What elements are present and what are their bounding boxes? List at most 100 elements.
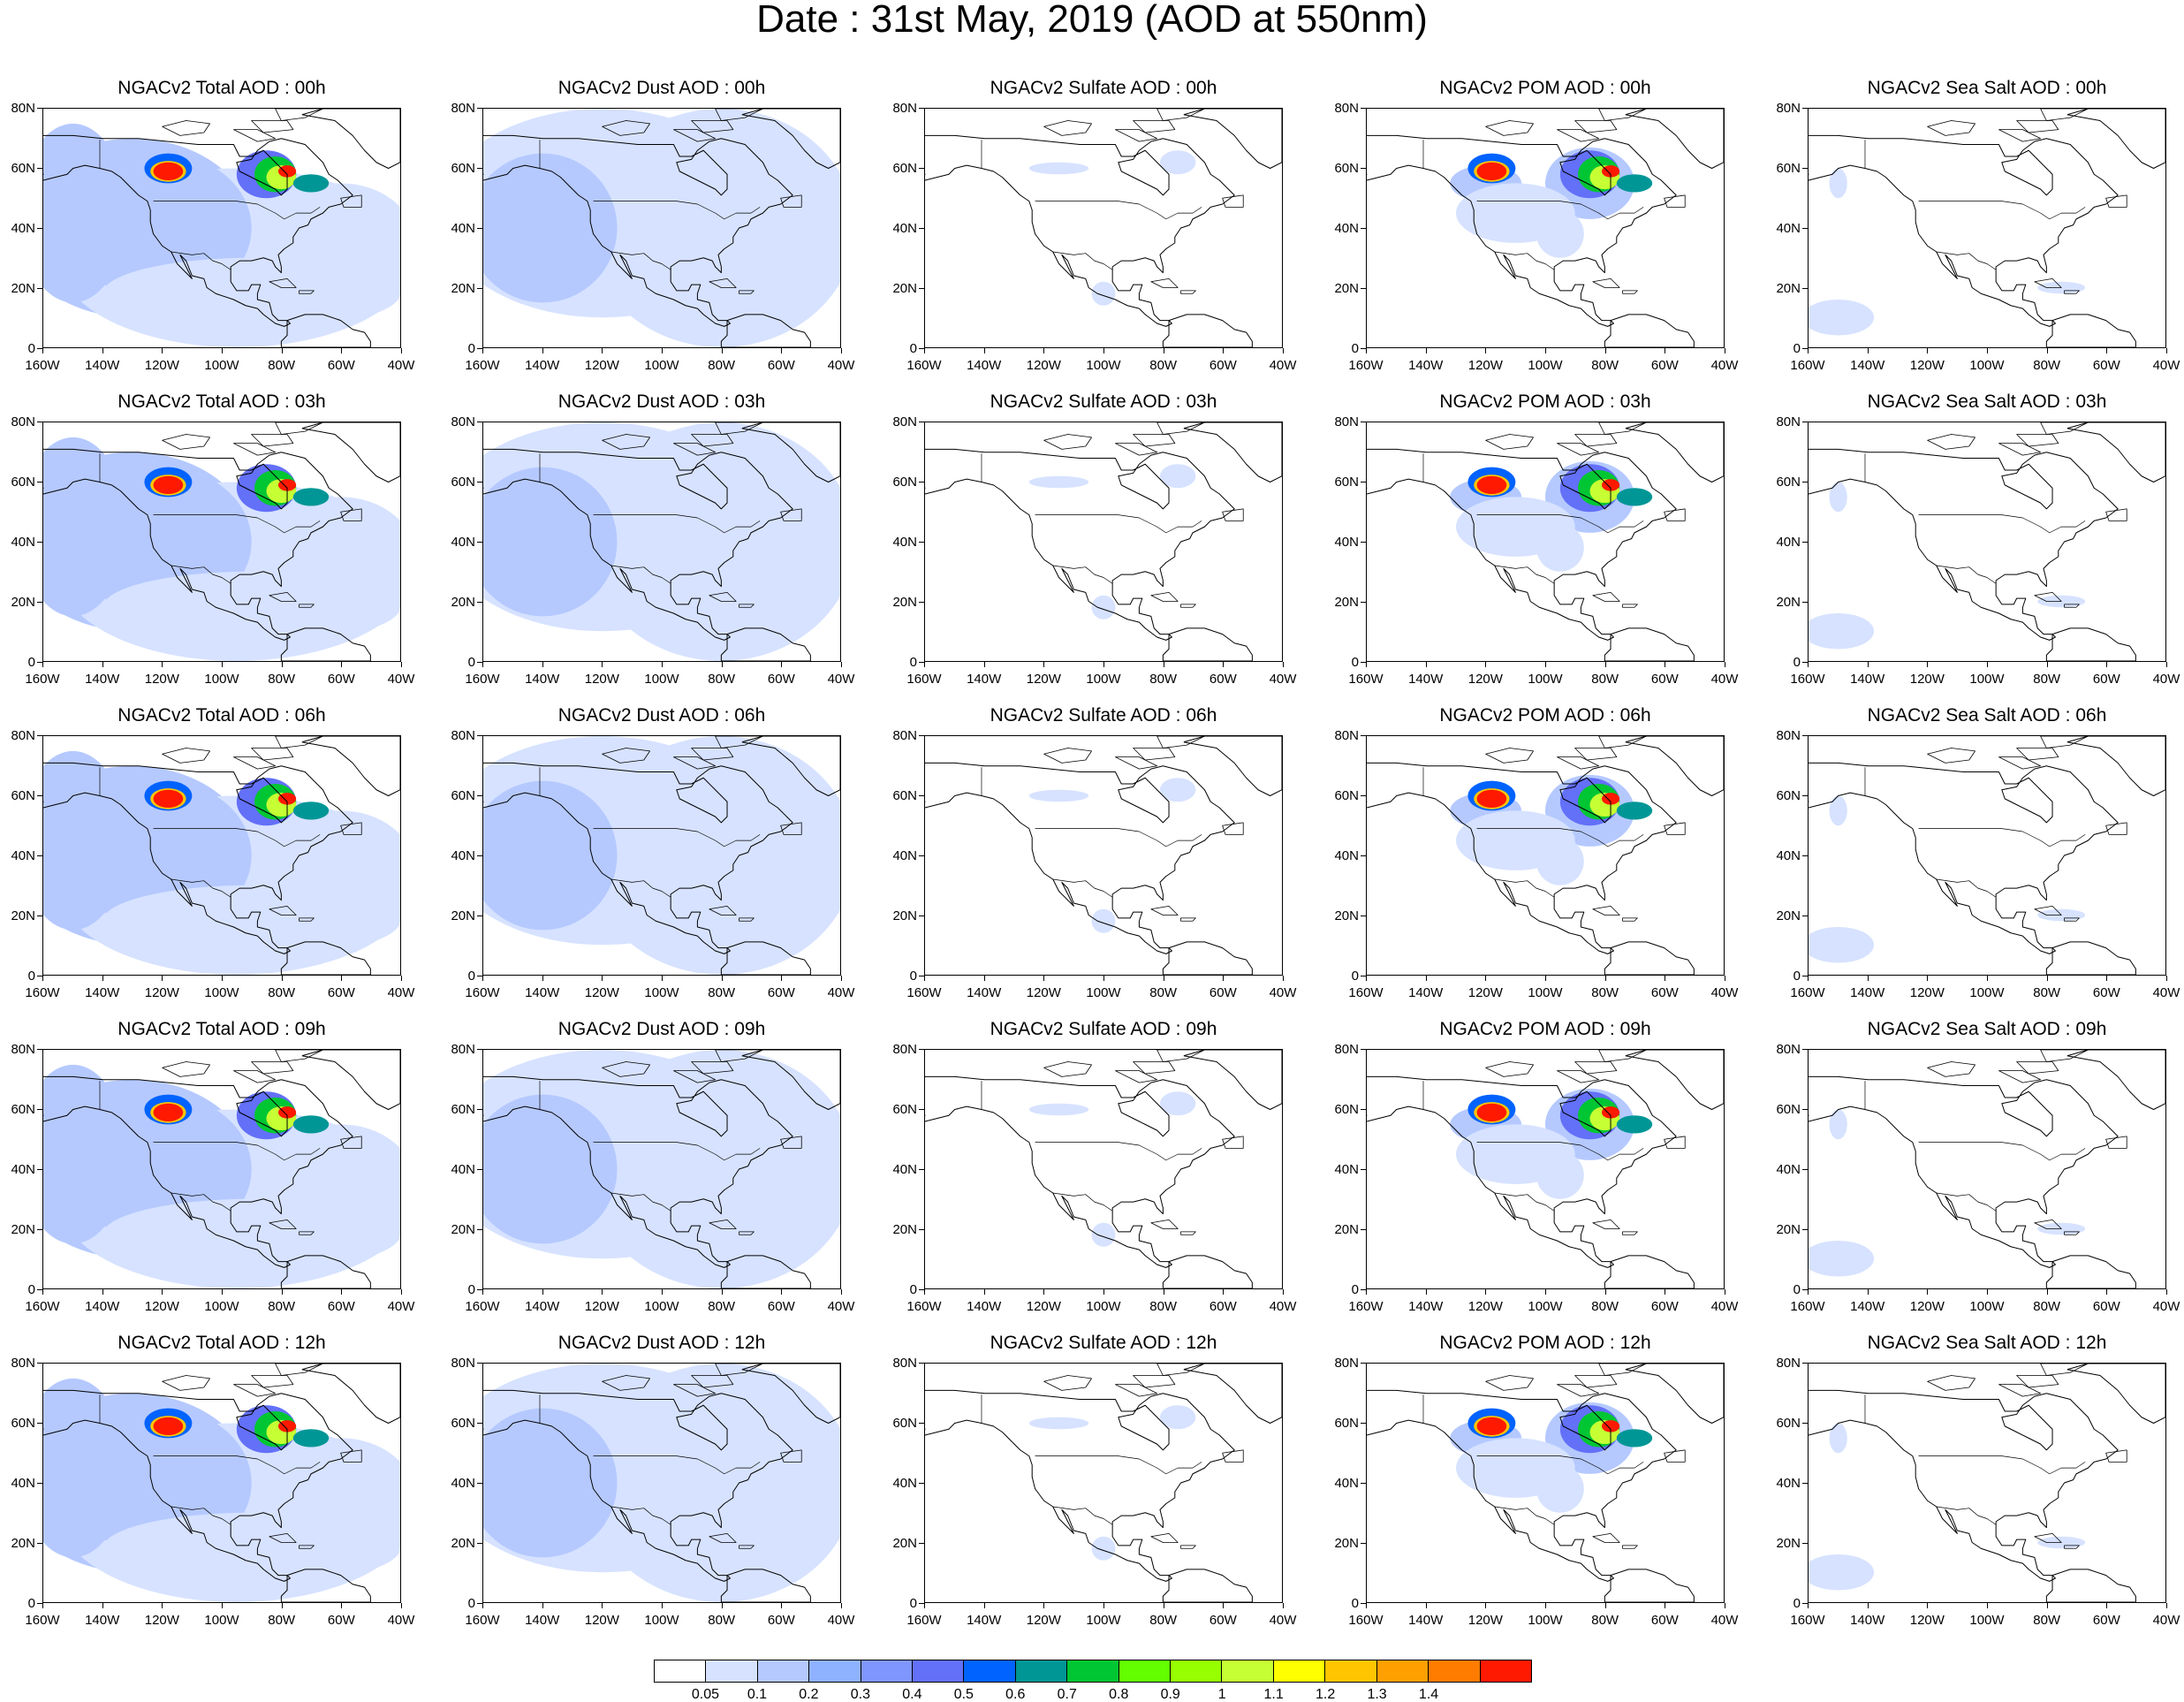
coastline-island [162,434,210,450]
latitude-label: 60N [1334,788,1359,803]
colorbar-swatch [1119,1660,1172,1682]
coastline-island [1598,1050,1647,1062]
coastline-north-america [483,1075,793,1268]
longitude-label: 100W [644,672,679,687]
longitude-tick [983,662,985,667]
aod-plume [1159,1091,1196,1116]
aod-plume [153,162,184,180]
coastline-south-america [2045,941,2136,975]
coastline-north-america [483,1389,793,1582]
longitude-label: 140W [85,358,120,373]
latitude-label: 60N [451,1416,475,1431]
longitude-label: 40W [1269,1613,1297,1628]
latitude-tick [477,1543,482,1544]
longitude-label: 100W [1969,985,2005,1000]
border-us-canada [1918,1142,2086,1161]
longitude-tick [781,1603,783,1608]
latitude-tick [919,1363,924,1364]
colorbar-label: 0.2 [799,1687,819,1702]
coastline-south-america [1604,1569,1695,1602]
coastline-greenland [1183,1364,1282,1424]
longitude-tick [781,348,783,353]
coastline-island [1043,1375,1092,1391]
map-frame [1808,1049,2166,1289]
coastline-island [602,120,650,136]
coastline-island [269,277,297,288]
latitude-tick [1361,1543,1366,1544]
coastline-island [1485,120,1534,136]
colorbar-swatch [1429,1660,1481,1682]
latitude-tick [37,855,42,856]
longitude-tick [1283,1289,1284,1295]
coastline-island [715,1050,763,1062]
coastline-island [1115,1384,1157,1397]
latitude-label: 0 [909,655,917,670]
map-frame [482,1049,841,1289]
aod-plume [1616,488,1653,506]
coastline-north-america [1809,134,2119,327]
longitude-label: 160W [465,358,500,373]
border-us-mexico [171,878,231,898]
coastline-island [1557,1384,1599,1397]
coastline-greenland [1183,422,1282,482]
longitude-tick [1867,1603,1869,1608]
coastline-south-america [2045,627,2136,661]
latitude-tick [1361,168,1366,169]
latitude-label: 0 [1793,1596,1801,1611]
latitude-label: 40N [1334,221,1359,236]
longitude-tick [1987,348,1988,353]
longitude-label: 140W [1850,1299,1885,1314]
panel-title: NGACv2 POM AOD : 03h [1439,391,1651,412]
map-frame [482,735,841,976]
aod-plume [1028,162,1089,175]
longitude-tick [102,662,103,667]
coastline-island [1598,109,1647,121]
coastline-island [739,290,755,294]
coastline-island [2034,277,2062,288]
latitude-tick [1361,1289,1366,1290]
border-us-mexico [1494,1192,1555,1212]
colorbar-label: 0.4 [902,1687,922,1702]
coastline-island [1180,1545,1196,1549]
latitude-label: 60N [1334,1416,1359,1431]
coastline-island [340,1136,362,1149]
longitude-tick [401,976,402,981]
longitude-label: 60W [1650,985,1679,1000]
longitude-tick [2166,662,2167,667]
map-frame [924,1363,1283,1603]
map-panel-sulfate: NGACv2 Sulfate AOD : 03h 80N 60N 40N 20N 0 160… [892,391,1296,688]
longitude-label: 60W [767,1299,795,1314]
coastline-greenland [1625,422,1724,482]
longitude-label: 140W [85,985,120,1000]
map-panel-sulfate: NGACv2 Sulfate AOD : 06h 80N 60N 40N 20N 0 160… [892,705,1296,1002]
latitude-label: 0 [27,341,35,356]
latitude-label: 80N [1776,728,1801,743]
longitude-tick [401,662,402,667]
coastline-island [2040,1050,2089,1062]
longitude-label: 140W [967,358,1002,373]
latitude-label: 60N [1334,475,1359,490]
latitude-label: 40N [451,535,475,550]
latitude-label: 0 [467,1282,475,1297]
latitude-tick [1361,1169,1366,1170]
longitude-label: 120W [584,985,619,1000]
longitude-label: 140W [967,672,1002,687]
longitude-tick [1545,1603,1546,1608]
border-us-mexico [1052,251,1113,270]
coastline-island [715,422,763,435]
aod-plume [587,422,840,661]
aod-plume [1476,475,1507,494]
coastline-island [780,194,802,208]
latitude-label: 60N [1334,1102,1359,1117]
longitude-tick [102,976,103,981]
coastline-island [2034,1532,2062,1543]
coastline-island [691,748,734,761]
longitude-label: 140W [85,1299,120,1314]
longitude-label: 80W [268,672,296,687]
coastline-island [251,120,294,133]
aod-plume [1028,1417,1089,1430]
panel-title: NGACv2 POM AOD : 12h [1439,1333,1651,1353]
coastline-island [1664,1449,1686,1463]
coastline-greenland [2066,736,2165,796]
coastline-island [233,756,276,770]
